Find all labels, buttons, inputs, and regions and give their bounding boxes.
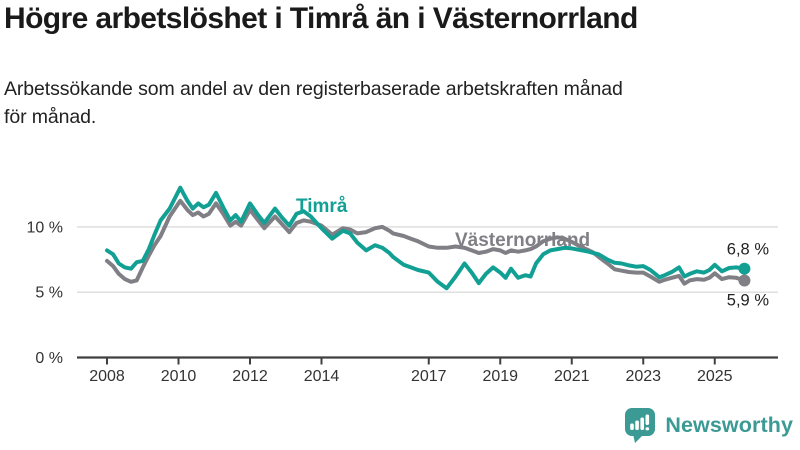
x-tick-label-2014: 2014 (304, 368, 340, 385)
x-tick-label-2012: 2012 (232, 368, 268, 385)
newsworthy-icon (625, 408, 656, 443)
x-tick-label-2010: 2010 (161, 368, 197, 385)
timra-line (105, 185, 747, 291)
y-tick-label-0: 0 % (35, 350, 63, 367)
vasternorrland-end-dot (738, 274, 751, 287)
chart-title: Högre arbetslöshet i Timrå än i Västerno… (4, 2, 638, 35)
x-tick-label-2025: 2025 (697, 368, 733, 385)
chart-subtitle: Arbetssökande som andel av den registerb… (4, 78, 623, 128)
vasternorrland-end-value-label: 5,9 % (727, 291, 770, 309)
x-tick-label-2021: 2021 (554, 368, 590, 385)
timra-end-value-label: 6,8 % (727, 241, 770, 259)
timra-end-dot (738, 262, 751, 275)
y-tick-label-10: 10 % (27, 219, 63, 236)
newsworthy-wordmark: Newsworthy (665, 412, 793, 437)
vasternorrland-line (105, 198, 747, 286)
x-tick-label-2017: 2017 (411, 368, 447, 385)
newsworthy-logo[interactable]: Newsworthy (624, 407, 793, 443)
x-tick-label-2019: 2019 (482, 368, 518, 385)
timra-label: Timrå (296, 196, 348, 217)
x-tick-label-2023: 2023 (625, 368, 661, 385)
x-tick-label-2008: 2008 (89, 368, 125, 385)
y-tick-label-5: 5 % (35, 285, 63, 302)
vasternorrland-label: Västernorrland (455, 230, 590, 251)
